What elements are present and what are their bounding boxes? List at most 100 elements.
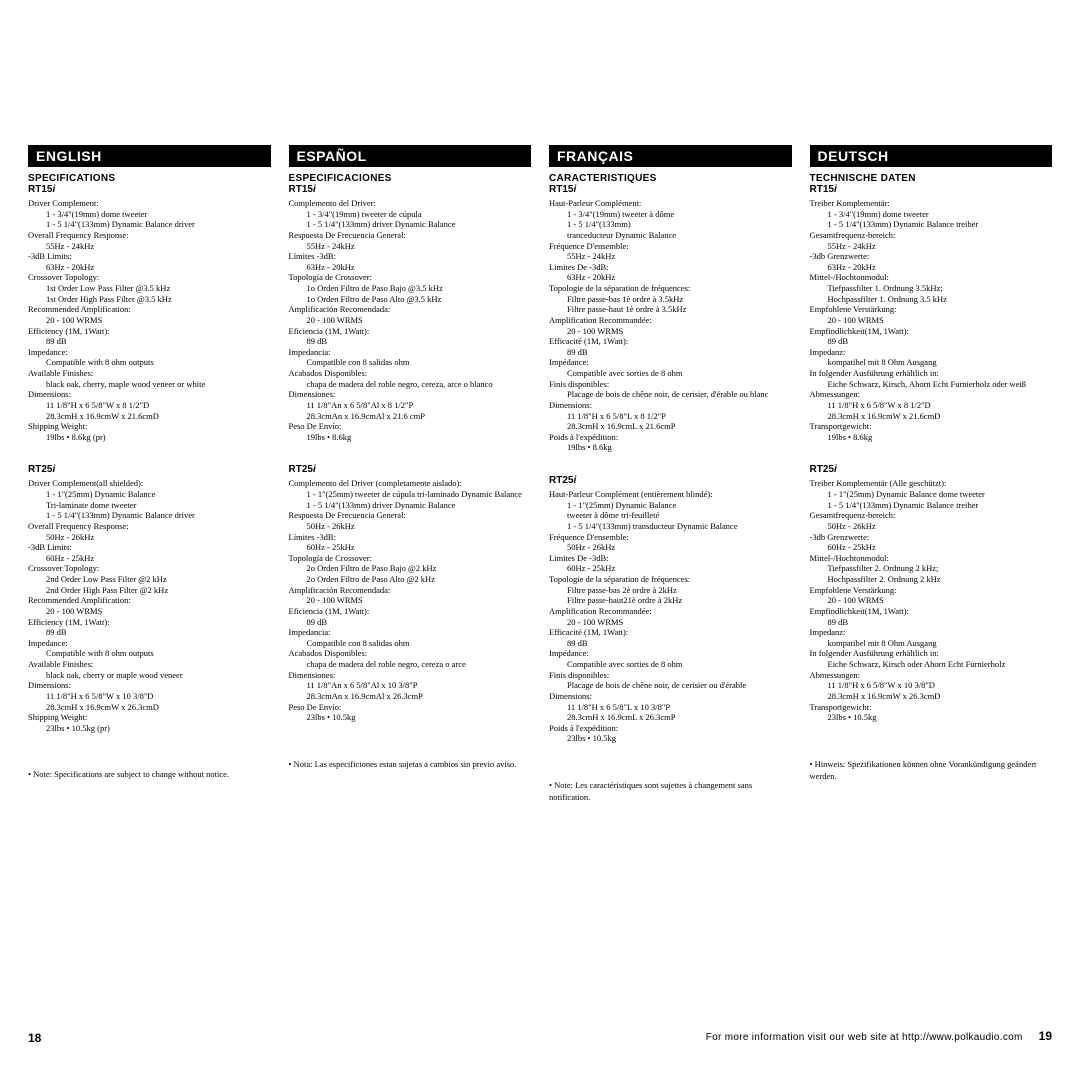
spec-label: Crossover Topology: [28,272,271,283]
spec-block: ESPECIFICACIONESRT15iComplemento del Dri… [289,173,532,442]
spec-value: 50Hz - 26kHz [28,532,271,543]
spec-value: 28.3cmH x 16.9cmW x 26.3cmD [810,691,1053,702]
spec-value: Compatible con 8 salidas ohm [289,638,532,649]
footnote: • Note: Specifications are subject to ch… [28,769,271,781]
spec-label: Dimensions: [28,680,271,691]
spec-value: 89 dB [289,336,532,347]
spec-label: Peso De Envío: [289,702,532,713]
spec-value: 55Hz - 24kHz [549,251,792,262]
spec-label: Impédance: [549,648,792,659]
spec-value: tranceducteur Dynamic Balance [549,230,792,241]
spec-label: Amplificación Recomendada: [289,304,532,315]
footnote: • Note: Les caractéristiques sont sujett… [549,780,792,804]
spec-value: 23lbs • 10.5kg [289,712,532,723]
spec-value: 11 1/8"H x 6 5/8"L x 8 1/2"P [549,411,792,422]
spec-value: 89 dB [549,638,792,649]
spec-label: Impedance: [28,638,271,649]
spec-value: 89 dB [289,617,532,628]
spec-label: -3db Grenzwerte: [810,251,1053,262]
spec-label: Efficiency (1M, 1Watt): [28,326,271,337]
spec-value: 11 1/8"An x 6 5/8"Al x 10 3/8"P [289,680,532,691]
spec-value: black oak, cherry, maple wood veneer or … [28,379,271,390]
page-number-right: 19 [1039,1029,1052,1043]
spec-label: Overall Frequency Response: [28,230,271,241]
columns-container: ENGLISHSPECIFICATIONSRT15iDriver Complem… [28,145,1052,804]
spec-value: Tiefpassfilter 1. Ordnung 3.5kHz; [810,283,1053,294]
spec-label: -3db Grenzwerte: [810,532,1053,543]
spec-value: Compatible con 8 salidas ohm [289,357,532,368]
model-name: RT25i [289,464,532,475]
spec-value: 11 1/8"H x 6 5/8"W x 8 1/2"D [28,400,271,411]
spec-label: Treiber Komplementär: [810,198,1053,209]
spec-value: 1 - 1"(25mm) Dynamic Balance [28,489,271,500]
spec-value: 2nd Order Low Pass Filter @2 kHz [28,574,271,585]
spec-label: Transportgewicht: [810,702,1053,713]
language-column: FRANÇAISCARACTERISTIQUESRT15iHaut-Parleu… [549,145,792,804]
spec-value: 1 - 3/4"(19mm) dome tweeter [28,209,271,220]
model-name: RT15i [289,184,532,195]
spec-block: TECHNISCHE DATENRT15iTreiber Komplementä… [810,173,1053,442]
spec-label: Abmessungen: [810,670,1053,681]
spec-value: 1 - 1"(25mm) Dynamic Balance [549,500,792,511]
spec-label: Poids à l'expédition: [549,723,792,734]
spec-value: Compatible with 8 ohm outputs [28,648,271,659]
spec-label: Fréquence D'ensemble: [549,532,792,543]
spec-value: 23lbs • 10.5kg [549,733,792,744]
spec-value: black oak, cherry or maple wood veneer [28,670,271,681]
spec-value: Tri-laminate dome tweeter [28,500,271,511]
spec-value: 20 - 100 WRMS [28,606,271,617]
spec-label: Recommended Amplification: [28,304,271,315]
spec-value: 60Hz - 25kHz [549,563,792,574]
spec-label: Efficacité (1M, 1Watt): [549,336,792,347]
spec-value: 2nd Order High Pass Filter @2 kHz [28,585,271,596]
spec-label: Impédance: [549,357,792,368]
spec-value: 19lbs • 8.6kg [289,432,532,443]
spec-label: Driver Complement: [28,198,271,209]
spec-label: Respuesta De Frecuencia General: [289,510,532,521]
section-title: SPECIFICATIONS [28,173,271,184]
spec-label: Topología de Crossover: [289,553,532,564]
spec-value: 19lbs • 8.6kg (pr) [28,432,271,443]
spec-label: In folgender Ausführung erhältlich in: [810,648,1053,659]
spec-label: Empfohlene Verstärkung: [810,304,1053,315]
spec-value: 63Hz - 20kHz [810,262,1053,273]
spec-label: Finis disponibles: [549,670,792,681]
spec-value: 60Hz - 25kHz [28,553,271,564]
spec-value: 28.3cmH x 16.9cmW x 26.3cmD [28,702,271,713]
spec-value: 20 - 100 WRMS [289,315,532,326]
spec-value: 63Hz - 20kHz [28,262,271,273]
model-name: RT15i [810,184,1053,195]
spec-value: 1 - 1"(25mm) tweeter de cúpula tri-lamin… [289,489,532,500]
language-column: ESPAÑOLESPECIFICACIONESRT15iComplemento … [289,145,532,804]
spec-label: Recommended Amplification: [28,595,271,606]
spec-value: Compatible avec sorties de 8 ohm [549,368,792,379]
spec-value: Eiche Schwarz, Kirsch oder Ahorn Echt Fu… [810,659,1053,670]
spec-label: Acabados Disponibles: [289,368,532,379]
spec-value: 89 dB [28,627,271,638]
spec-value: 28.3cmH x 16.9cmW x 21.6cmD [810,411,1053,422]
spec-value: tweeter à dôme tri-feuilleté [549,510,792,521]
spec-value: 1 - 5 1/4"(133mm) Dynamic Balance treibe… [810,219,1053,230]
spec-value: 1 - 5 1/4"(133mm) Dynamic Balance driver [28,510,271,521]
spec-label: Limites De -3dB: [549,553,792,564]
language-header: FRANÇAIS [549,145,792,167]
spec-label: Impedance: [28,347,271,358]
spec-value: Placage de bois de chêne noir, de cerisi… [549,680,792,691]
spec-value: 1 - 1"(25mm) Dynamic Balance dome tweete… [810,489,1053,500]
spec-label: Finis disponibles: [549,379,792,390]
spec-label: Límites -3dB: [289,251,532,262]
spec-value: 28.3cmH x 16.9cmL x 21.6cmP [549,421,792,432]
spec-value: Hochpassfilter 1. Ordnung 3.5 kHz [810,294,1053,305]
spec-label: Dimensions: [549,400,792,411]
spec-value: 11 1/8"H x 6 5/8"W x 8 1/2"D [810,400,1053,411]
spec-value: 1st Order High Pass Filter @3.5 kHz [28,294,271,305]
spec-label: Available Finishes: [28,659,271,670]
spec-label: Shipping Weight: [28,712,271,723]
section-title: ESPECIFICACIONES [289,173,532,184]
spec-value: 50Hz - 26kHz [549,542,792,553]
spec-value: 1 - 5 1/4"(133mm) driver Dynamic Balance [289,500,532,511]
spec-label: In folgender Ausführung erhältlich in: [810,368,1053,379]
spec-block: RT25iDriver Complement(all shielded):1 -… [28,464,271,733]
spec-value: 11 1/8"H x 6 5/8"L x 10 3/8"P [549,702,792,713]
model-name: RT15i [549,184,792,195]
